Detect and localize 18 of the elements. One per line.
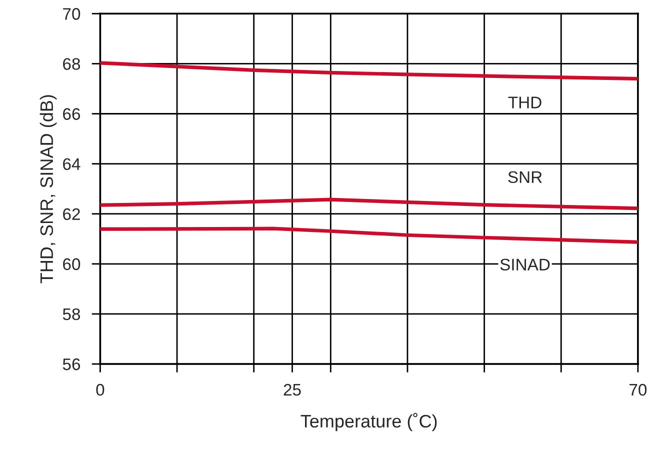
y-tick-label: 70	[63, 8, 80, 20]
y-tick-label: 60	[63, 258, 80, 270]
series-label: THD	[508, 96, 542, 108]
x-tick-label: 25	[284, 384, 301, 396]
y-tick-label: 64	[63, 158, 80, 170]
x-tick-label: 0	[96, 384, 104, 396]
series-label: SNR	[508, 171, 542, 184]
y-tick-label: 68	[63, 58, 80, 70]
y-axis-title: THD, SNR, SINAD (dB)	[40, 95, 57, 284]
y-tick-label: 56	[62, 358, 80, 370]
x-axis-title: Temperature (˚C)	[300, 412, 437, 432]
line-series	[100, 226, 638, 244]
series-label: SINAD	[500, 258, 550, 271]
y-tick-label: 62	[63, 208, 80, 220]
line-series	[100, 198, 638, 210]
x-tick-label: 70	[630, 384, 647, 396]
y-tick-label: 58	[62, 308, 80, 320]
y-tick-label: 66	[63, 108, 80, 120]
